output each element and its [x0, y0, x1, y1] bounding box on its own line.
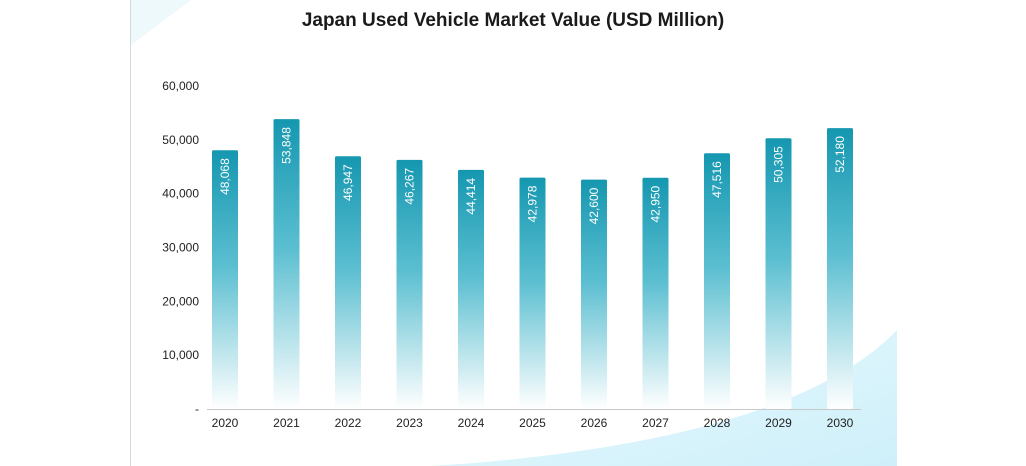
bar-2025 [519, 177, 546, 409]
y-tick-label: - [195, 402, 199, 416]
bar-2021 [273, 119, 300, 410]
bar-2020 [212, 150, 238, 409]
bar-2028 [704, 153, 730, 409]
bar-2024 [458, 169, 484, 409]
background-corner [131, 0, 191, 45]
data-label: 48,068 [218, 158, 232, 195]
bar-2029 [765, 138, 792, 410]
data-label: 46,947 [341, 164, 355, 201]
bar-chart: Japan Used Vehicle Market Value (USD Mil… [131, 0, 897, 466]
x-tick-label: 2023 [396, 416, 423, 430]
bar-2030 [827, 128, 853, 410]
y-tick-label: 30,000 [162, 241, 199, 255]
bar-2027 [642, 177, 669, 409]
x-tick-label: 2027 [642, 416, 669, 430]
data-label: 42,978 [526, 185, 540, 222]
data-label: 44,414 [464, 178, 478, 215]
x-tick-label: 2020 [212, 416, 239, 430]
y-tick-label: 20,000 [162, 294, 199, 308]
y-tick-label: 40,000 [162, 187, 199, 201]
y-tick-label: 10,000 [162, 348, 199, 362]
chart-title: Japan Used Vehicle Market Value (USD Mil… [302, 10, 724, 31]
y-tick-label: 60,000 [162, 79, 199, 93]
data-label: 50,305 [772, 146, 786, 183]
x-tick-label: 2026 [581, 416, 608, 430]
x-tick-label: 2025 [519, 416, 546, 430]
data-label: 52,180 [833, 136, 847, 173]
chart-panel: Japan Used Vehicle Market Value (USD Mil… [130, 0, 897, 466]
data-label: 53,848 [280, 127, 294, 164]
data-label: 42,950 [649, 185, 663, 222]
data-label: 46,267 [403, 168, 417, 205]
x-tick-label: 2022 [335, 416, 362, 430]
bar-2026 [581, 179, 607, 409]
data-label: 42,600 [587, 187, 601, 224]
x-tick-label: 2021 [273, 416, 300, 430]
x-tick-label: 2029 [765, 416, 792, 430]
x-tick-label: 2028 [704, 416, 731, 430]
background-swoosh [431, 330, 897, 466]
x-tick-label: 2024 [458, 416, 485, 430]
y-tick-label: 50,000 [162, 133, 199, 147]
bar-2023 [396, 159, 423, 409]
x-tick-label: 2030 [827, 416, 854, 430]
bar-2022 [335, 156, 361, 409]
data-label: 47,516 [710, 161, 724, 198]
